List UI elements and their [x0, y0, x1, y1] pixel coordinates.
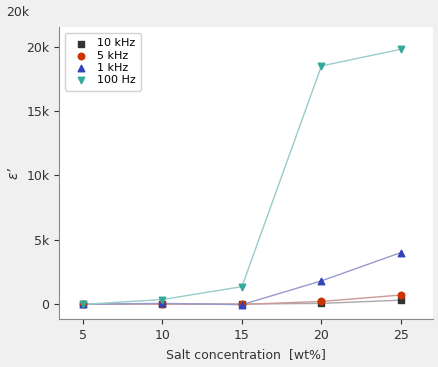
100 Hz — [396, 46, 403, 52]
1 kHz — [396, 250, 403, 255]
100 Hz — [238, 284, 245, 290]
10 kHz — [396, 297, 403, 303]
10 kHz — [159, 301, 166, 307]
X-axis label: Salt concentration  [wt%]: Salt concentration [wt%] — [166, 348, 325, 361]
5 kHz — [317, 298, 324, 304]
5 kHz — [79, 301, 86, 307]
1 kHz — [238, 302, 245, 308]
10 kHz — [79, 301, 86, 307]
10 kHz — [238, 301, 245, 307]
Y-axis label: ε’: ε’ — [7, 167, 21, 179]
100 Hz — [159, 297, 166, 302]
Text: 20k: 20k — [6, 6, 29, 19]
10 kHz — [317, 301, 324, 306]
5 kHz — [238, 301, 245, 307]
100 Hz — [317, 63, 324, 69]
Legend: 10 kHz, 5 kHz, 1 kHz, 100 Hz: 10 kHz, 5 kHz, 1 kHz, 100 Hz — [64, 33, 141, 91]
5 kHz — [396, 292, 403, 298]
1 kHz — [79, 301, 86, 307]
100 Hz — [79, 301, 86, 307]
1 kHz — [317, 278, 324, 284]
5 kHz — [159, 301, 166, 307]
1 kHz — [159, 301, 166, 306]
